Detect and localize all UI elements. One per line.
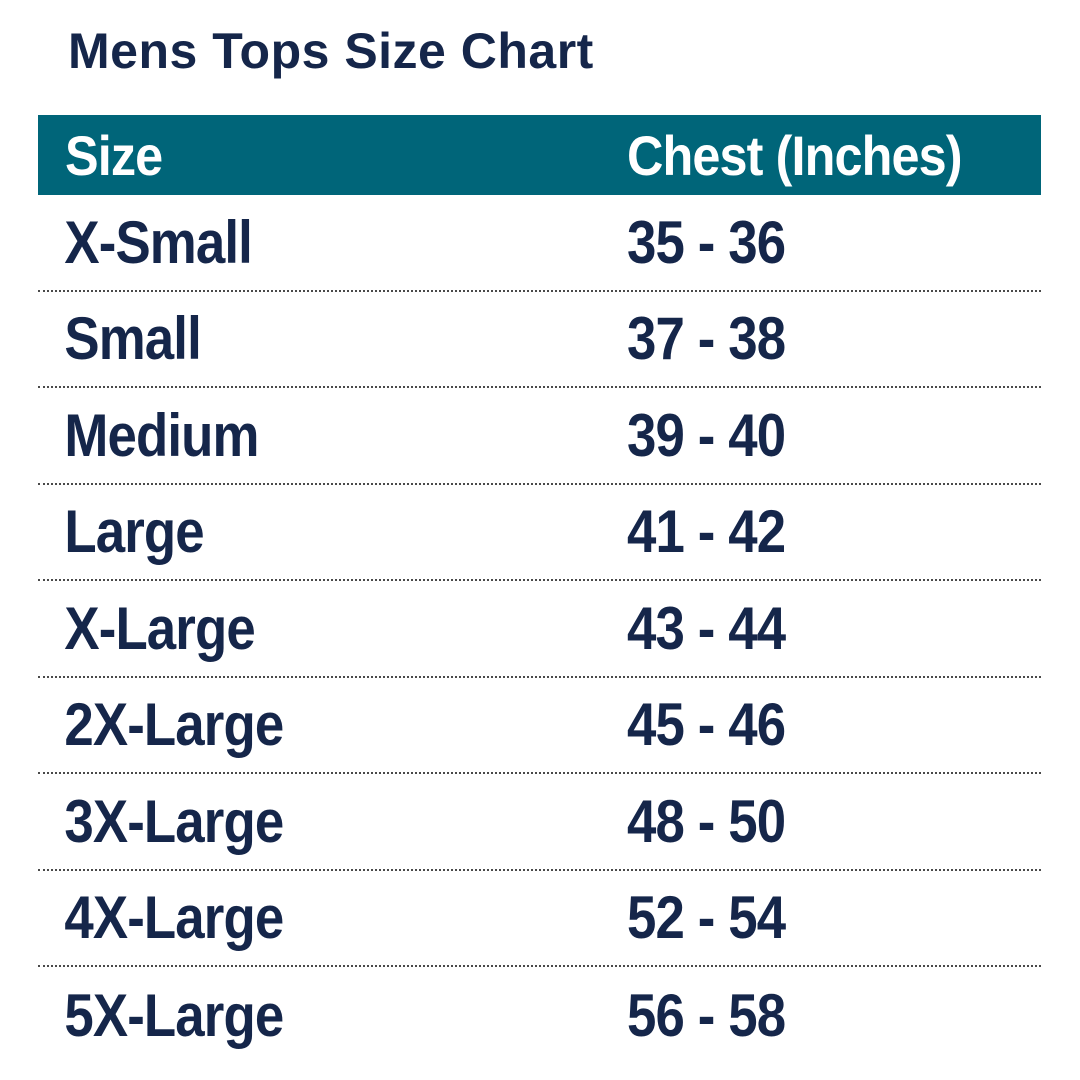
- size-cell: 4X-Large: [64, 884, 284, 952]
- size-cell: Large: [64, 498, 204, 566]
- size-cell: Small: [64, 305, 201, 373]
- chest-cell: 35 - 36: [627, 208, 786, 276]
- size-cell: 3X-Large: [64, 787, 284, 855]
- table-row: Large 41 - 42: [38, 485, 1041, 581]
- table-row: 2X-Large 45 - 46: [38, 678, 1041, 774]
- page-title: Mens Tops Size Chart: [68, 23, 594, 79]
- table-row: X-Small 35 - 36: [38, 195, 1041, 292]
- size-cell: X-Large: [64, 594, 255, 662]
- table-row: 3X-Large 48 - 50: [38, 774, 1041, 871]
- size-cell: 5X-Large: [64, 981, 284, 1049]
- size-chart-table: Size Chest (Inches) X-Small 35 - 36 Smal…: [38, 115, 1041, 1064]
- chest-cell: 45 - 46: [627, 691, 786, 759]
- table-row: 4X-Large 52 - 54: [38, 871, 1041, 967]
- chest-cell: 39 - 40: [627, 401, 786, 469]
- chest-cell: 37 - 38: [627, 305, 786, 373]
- table-row: Medium 39 - 40: [38, 388, 1041, 485]
- size-cell: X-Small: [64, 208, 252, 276]
- chest-cell: 48 - 50: [627, 787, 786, 855]
- chest-cell: 56 - 58: [627, 981, 786, 1049]
- size-cell: Medium: [64, 401, 259, 469]
- table-row: X-Large 43 - 44: [38, 581, 1041, 678]
- table-row: 5X-Large 56 - 58: [38, 967, 1041, 1064]
- table-header: Size Chest (Inches): [38, 115, 1041, 195]
- chest-cell: 41 - 42: [627, 498, 786, 566]
- chest-cell: 43 - 44: [627, 594, 786, 662]
- header-size: Size: [65, 123, 163, 187]
- table-row: Small 37 - 38: [38, 292, 1041, 388]
- size-cell: 2X-Large: [64, 691, 284, 759]
- chest-cell: 52 - 54: [627, 884, 786, 952]
- header-chest: Chest (Inches): [627, 123, 963, 187]
